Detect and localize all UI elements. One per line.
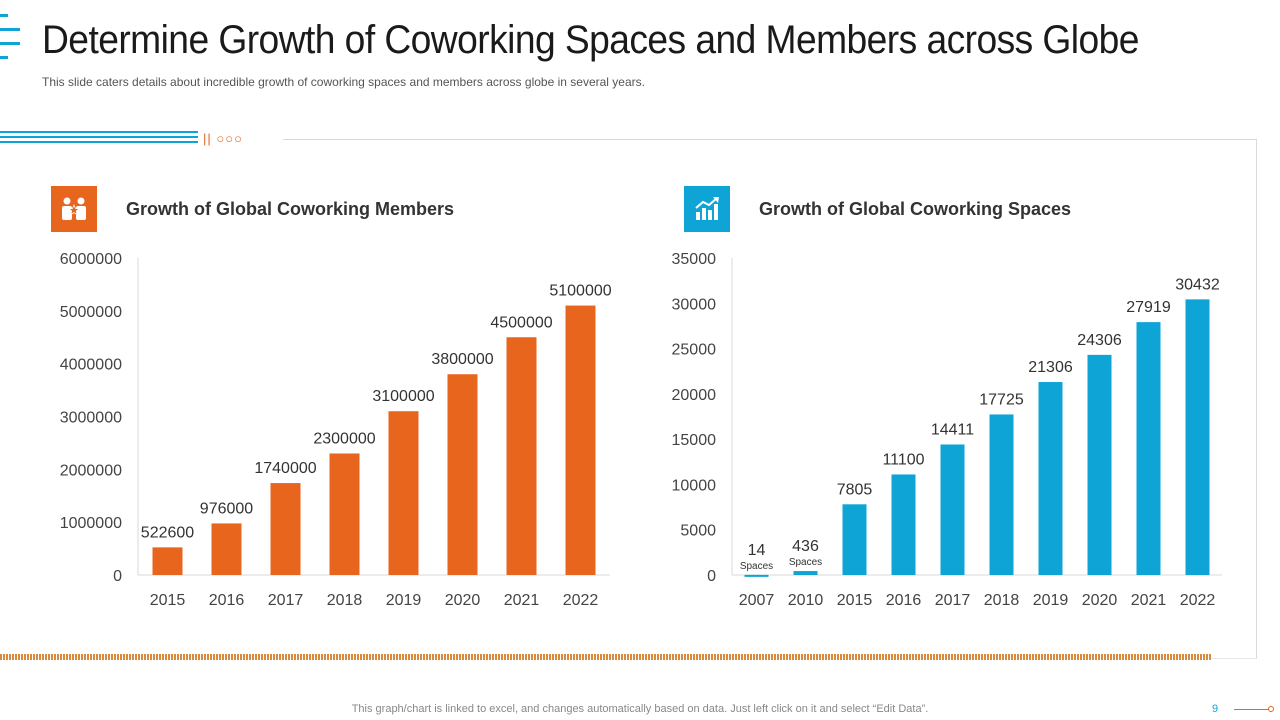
slide-title: Determine Growth of Coworking Spaces and… bbox=[42, 18, 1139, 62]
members-x-tick-label: 2016 bbox=[209, 592, 245, 609]
decorative-stripes bbox=[0, 131, 198, 147]
page-dot-decoration bbox=[1268, 706, 1274, 712]
dotted-divider bbox=[0, 654, 1212, 660]
footer-note: This graph/chart is linked to excel, and… bbox=[351, 703, 929, 715]
decorative-dots: || ○○○ bbox=[203, 131, 243, 146]
spaces-icon-box bbox=[684, 186, 730, 232]
members-y-tick-label: 0 bbox=[113, 568, 122, 585]
members-y-tick-label: 6000000 bbox=[60, 251, 122, 268]
spaces-chart-title: Growth of Global Coworking Spaces bbox=[759, 199, 1072, 219]
people-award-icon bbox=[62, 197, 86, 220]
members-data-label: 976000 bbox=[200, 500, 253, 517]
left-accent-bars bbox=[0, 14, 20, 68]
members-data-label: 522600 bbox=[141, 524, 194, 541]
growth-bar-chart-icon bbox=[695, 197, 719, 220]
members-bar bbox=[211, 523, 242, 575]
members-y-tick-label: 3000000 bbox=[60, 410, 122, 427]
members-bar bbox=[152, 547, 183, 575]
members-y-tick-label: 1000000 bbox=[60, 515, 122, 532]
slide-subtitle: This slide caters details about incredib… bbox=[42, 75, 645, 89]
members-x-tick-label: 2015 bbox=[150, 592, 186, 609]
members-y-tick-label: 4000000 bbox=[60, 357, 122, 374]
page-number: 9 bbox=[1212, 703, 1219, 715]
members-icon-box bbox=[51, 186, 97, 232]
page-line-decoration bbox=[1234, 709, 1270, 710]
members-y-tick-label: 5000000 bbox=[60, 304, 122, 321]
members-y-tick-label: 2000000 bbox=[60, 462, 122, 479]
members-chart-title: Growth of Global Coworking Members bbox=[126, 199, 455, 219]
